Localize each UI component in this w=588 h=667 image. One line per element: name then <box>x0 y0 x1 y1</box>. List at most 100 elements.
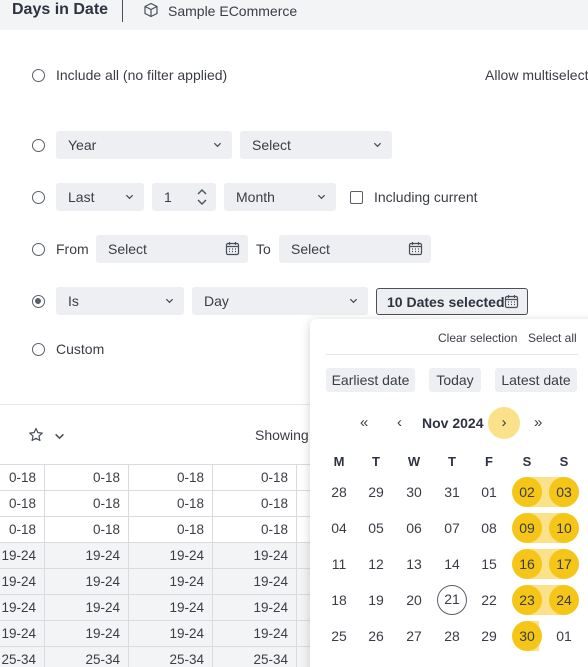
table-cell: 19-24 <box>128 594 213 621</box>
chevron-down-icon[interactable] <box>54 431 65 442</box>
calendar-day[interactable]: 30 <box>512 621 542 651</box>
calendar-day[interactable]: 10 <box>549 513 579 543</box>
calendar-day[interactable]: 06 <box>406 520 422 536</box>
last-mode-select[interactable]: Last <box>56 183 144 211</box>
table-cell: 25-34 <box>212 646 297 667</box>
weekday-header: T <box>448 454 456 469</box>
chevron-down-icon <box>373 142 382 148</box>
calendar-day[interactable]: 03 <box>549 477 579 507</box>
table-cell: 19-24 <box>44 594 129 621</box>
including-current-label: Including current <box>374 189 478 205</box>
current-month-label: Nov 2024 <box>422 415 484 431</box>
calendar-day[interactable]: 27 <box>406 628 422 644</box>
calendar-day[interactable]: 22 <box>481 592 497 608</box>
from-radio[interactable] <box>32 243 45 256</box>
table-row: 0-18 0-18 0-18 0-18 <box>0 516 337 543</box>
calendar-day[interactable]: 23 <box>512 585 542 615</box>
data-source-label[interactable]: Sample ECommerce <box>168 3 298 19</box>
year-unit-select[interactable]: Year <box>56 131 232 159</box>
chevron-down-icon <box>317 194 326 200</box>
today-button[interactable]: Today <box>429 368 481 392</box>
is-operator-select[interactable]: Is <box>56 287 184 315</box>
table-cell: 0-18 <box>212 464 297 491</box>
last-radio[interactable] <box>32 191 45 204</box>
calendar-day[interactable]: 01 <box>556 628 572 644</box>
include-all-radio[interactable] <box>32 69 45 82</box>
calendar-day[interactable]: 15 <box>481 556 497 572</box>
last-count-value: 1 <box>164 189 172 205</box>
from-date-value: Select <box>108 241 147 257</box>
last-count-stepper[interactable]: 1 <box>152 183 216 211</box>
calendar-day[interactable]: 02 <box>512 477 542 507</box>
calendar-day[interactable]: 21 <box>437 585 467 615</box>
weekday-header: T <box>372 454 380 469</box>
is-operator-value: Is <box>68 293 79 309</box>
calendar-day[interactable]: 07 <box>444 520 460 536</box>
showing-label: Showing: <box>255 427 313 443</box>
calendar-day[interactable]: 26 <box>368 628 384 644</box>
first-month-button[interactable]: « <box>360 414 369 431</box>
table-cell: 0-18 <box>0 490 45 517</box>
table-row: 0-18 0-18 0-18 0-18 <box>0 490 337 517</box>
calendar-day[interactable]: 08 <box>481 520 497 536</box>
page-title: Days in Date <box>12 1 109 18</box>
to-label: To <box>256 241 271 257</box>
calendar-day[interactable]: 13 <box>406 556 422 572</box>
star-icon[interactable] <box>28 427 44 443</box>
calendar-day[interactable]: 09 <box>512 513 542 543</box>
year-radio[interactable] <box>32 139 45 152</box>
clear-selection-link[interactable]: Clear selection <box>438 331 518 345</box>
weekday-header: W <box>407 454 421 469</box>
allow-multiselect-label[interactable]: Allow multiselect <box>485 67 588 83</box>
table-cell: 19-24 <box>44 568 129 595</box>
chevron-down-icon <box>165 298 174 304</box>
table-cell: 0-18 <box>128 490 213 517</box>
earliest-date-button[interactable]: Earliest date <box>326 368 415 392</box>
custom-radio[interactable] <box>32 343 45 356</box>
calendar-day[interactable]: 24 <box>549 585 579 615</box>
calendar-day[interactable]: 31 <box>444 484 460 500</box>
is-radio[interactable] <box>32 295 45 308</box>
last-unit-select[interactable]: Month <box>224 183 336 211</box>
calendar-day[interactable]: 28 <box>444 628 460 644</box>
calendar-day[interactable]: 16 <box>512 549 542 579</box>
calendar-icon <box>408 242 423 256</box>
calendar-day[interactable]: 29 <box>368 484 384 500</box>
to-date-input[interactable]: Select <box>279 235 431 263</box>
table-cell: 0-18 <box>128 464 213 491</box>
calendar-day[interactable]: 18 <box>331 592 347 608</box>
next-month-button[interactable]: › <box>488 407 520 439</box>
including-current-checkbox[interactable] <box>350 191 363 204</box>
table-cell: 19-24 <box>0 594 45 621</box>
calendar-day[interactable]: 28 <box>331 484 347 500</box>
calendar-day[interactable]: 20 <box>406 592 422 608</box>
calendar-day[interactable]: 14 <box>444 556 460 572</box>
table-row: 19-24 19-24 19-24 19-24 <box>0 542 337 569</box>
table-cell: 19-24 <box>128 542 213 569</box>
calendar-day[interactable]: 29 <box>481 628 497 644</box>
is-unit-select[interactable]: Day <box>192 287 368 315</box>
calendar-day[interactable]: 12 <box>368 556 384 572</box>
calendar-day[interactable]: 19 <box>368 592 384 608</box>
table-cell: 0-18 <box>44 490 129 517</box>
table-row: 19-24 19-24 19-24 19-24 <box>0 594 337 621</box>
calendar-day[interactable]: 05 <box>368 520 384 536</box>
from-date-input[interactable]: Select <box>96 235 248 263</box>
calendar-day[interactable]: 25 <box>331 628 347 644</box>
year-value-select[interactable]: Select <box>240 131 392 159</box>
calendar-day[interactable]: 01 <box>481 484 497 500</box>
include-all-label: Include all (no filter applied) <box>56 67 228 83</box>
prev-month-button[interactable]: ‹ <box>397 414 402 431</box>
dates-selected-button[interactable]: 10 Dates selected <box>376 288 528 315</box>
filter-panel: Include all (no filter applied) Allow mu… <box>0 30 588 404</box>
table-cell: 0-18 <box>212 490 297 517</box>
latest-date-button[interactable]: Latest date <box>495 368 577 392</box>
last-month-button[interactable]: » <box>534 414 543 431</box>
calendar-day[interactable]: 11 <box>331 556 347 572</box>
select-all-link[interactable]: Select all <box>528 331 577 345</box>
calendar-day[interactable]: 17 <box>549 549 579 579</box>
calendar-day[interactable]: 04 <box>331 520 347 536</box>
calendar-day[interactable]: 30 <box>406 484 422 500</box>
stepper-arrows-icon[interactable] <box>196 187 208 207</box>
dates-selected-label: 10 Dates selected <box>387 294 505 310</box>
